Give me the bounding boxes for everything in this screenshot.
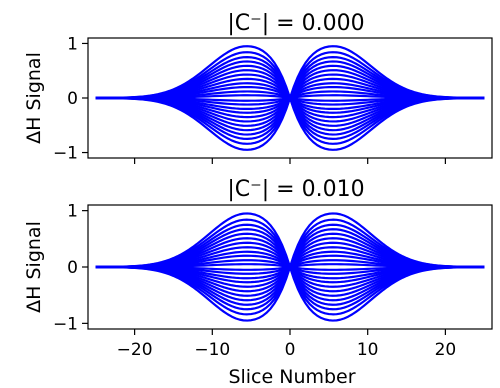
- y-tick-label: 0: [67, 258, 78, 278]
- x-tick-label: −20: [117, 340, 153, 360]
- y-tick-label: 1: [67, 34, 78, 54]
- curves-top: [95, 45, 485, 151]
- x-axis-label: Slice Number: [228, 366, 355, 388]
- y-tick-label: 1: [67, 202, 78, 222]
- x-tick-label: 10: [357, 340, 379, 360]
- series-line: [95, 212, 485, 322]
- y-tick-label: 0: [67, 89, 78, 109]
- subplot-bottom: |C⁻| = 0.010 10−1−20 −10 0 10 20 ΔH Signal S…: [23, 177, 493, 388]
- ticks-top: 1 0 −1: [53, 34, 446, 164]
- y-tick-label: −1: [53, 314, 78, 334]
- series-line: [95, 45, 485, 151]
- chart-title-top: |C⁻| = 0.000: [227, 11, 364, 36]
- x-tick-label: 0: [285, 340, 296, 360]
- subplot-top: |C⁻| = 0.000 1 0 −1 ΔH Signal: [23, 11, 493, 164]
- ticks-bottom: 10−1−20 −10 0 10 20: [53, 202, 456, 360]
- x-tick-label: −10: [194, 340, 230, 360]
- x-tick-label: 20: [435, 340, 457, 360]
- y-axis-label-top: ΔH Signal: [23, 52, 45, 144]
- y-axis-label-bottom: ΔH Signal: [23, 221, 45, 313]
- curves-bottom: [95, 212, 485, 322]
- y-tick-label: −1: [53, 144, 78, 164]
- chart-title-bottom: |C⁻| = 0.010: [227, 177, 364, 202]
